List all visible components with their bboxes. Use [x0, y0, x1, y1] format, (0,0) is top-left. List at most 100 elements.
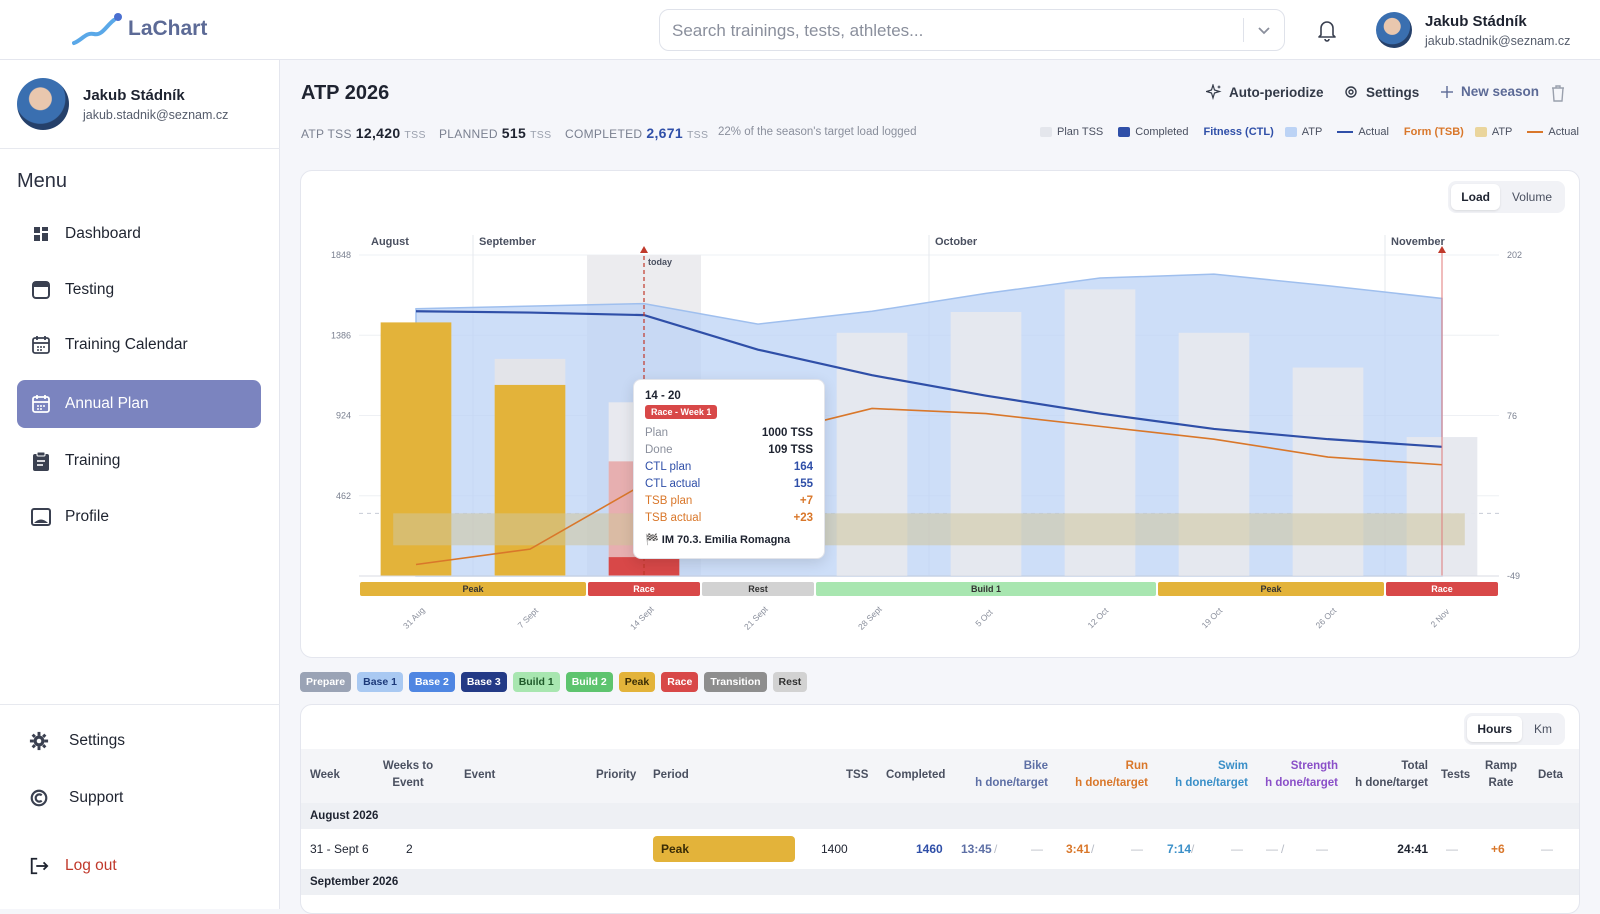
chevron-down-icon[interactable]	[1254, 20, 1274, 40]
col-priority[interactable]: Priority	[596, 769, 637, 781]
col-completed[interactable]: Completed	[886, 769, 946, 781]
toggle-hours[interactable]: Hours	[1467, 716, 1522, 742]
tooltip-row: CTL plan 164	[645, 459, 813, 476]
calendar-icon	[31, 335, 51, 355]
tooltip-row: TSB actual +23	[645, 510, 813, 527]
phase-chip-build-2[interactable]: Build 2	[565, 672, 613, 692]
y-right-tick-label: 202	[1507, 250, 1522, 260]
sidebar-item-training-calendar[interactable]: Training Calendar	[17, 321, 261, 369]
cell-swim-done: 7:14	[1167, 842, 1192, 856]
toggle-load[interactable]: Load	[1451, 184, 1500, 210]
top-bar: LaChart Search trainings, tests, athlete…	[0, 0, 1600, 60]
new-season-button[interactable]: New season	[1440, 84, 1539, 99]
phase-chip-build-1[interactable]: Build 1	[512, 672, 560, 692]
phase-bar-segment	[1386, 582, 1498, 596]
sidebar-item-label: Log out	[65, 857, 117, 874]
phase-chip-transition[interactable]: Transition	[704, 672, 767, 692]
page-title: ATP 2026	[301, 82, 390, 104]
settings-button[interactable]: Settings	[1343, 84, 1419, 100]
sidebar-item-annual-plan[interactable]: Annual Plan	[17, 380, 261, 428]
tsb-atp-band	[393, 513, 1465, 546]
clipboard-icon	[31, 451, 51, 471]
search-input[interactable]: Search trainings, tests, athletes...	[672, 21, 924, 40]
col-event[interactable]: Event	[464, 769, 496, 781]
user-name: Jakub Stádník	[1425, 13, 1527, 30]
cell-total: 24:41	[1397, 842, 1428, 856]
stat-value: 2,671	[646, 125, 683, 141]
weekly-table: Hours Km Week Weeks to Event Event Priori…	[300, 704, 1580, 914]
month-label: August	[371, 236, 409, 248]
cell-completed: 1460	[916, 842, 943, 856]
sidebar-item-profile[interactable]: Profile	[17, 493, 261, 541]
table-row[interactable]: 31 - Sept 6 2 Peak 1400 1460 13:45 / — 3…	[301, 829, 1579, 869]
stat-completed: COMPLETED 2,671 TSS	[565, 125, 708, 141]
col-ramp-rate[interactable]: Ramp Rate	[1481, 758, 1521, 792]
divider	[0, 148, 280, 149]
annual-plan-chart[interactable]: 1848 1386 924 462 202 76 -49 August September Oct…	[301, 171, 1581, 659]
tooltip-row-label: TSB actual	[645, 512, 702, 524]
race-marker-head	[1438, 246, 1446, 253]
col-weeks-to-event[interactable]: Weeks to Event	[373, 758, 443, 792]
tooltip-title: 14 - 20	[645, 390, 681, 402]
stat-label: PLANNED	[439, 127, 498, 141]
phase-chip-rest[interactable]: Rest	[772, 672, 808, 692]
col-tests[interactable]: Tests	[1441, 769, 1471, 781]
phase-chip-peak[interactable]: Peak	[618, 672, 656, 692]
legend-label: ATP	[1301, 126, 1323, 138]
col-swim[interactable]: Swim h done/target	[1156, 758, 1248, 792]
cell-slash: /	[1281, 842, 1285, 856]
sidebar-item-dashboard[interactable]: Dashboard	[17, 210, 261, 258]
trash-icon[interactable]	[1550, 84, 1566, 102]
tooltip-row-value: +7	[799, 495, 813, 507]
app-logo[interactable]: LaChart	[72, 12, 207, 46]
y-tick-label: 1386	[331, 330, 351, 340]
col-details[interactable]: Deta	[1538, 769, 1563, 781]
col-label: Swim	[1217, 760, 1248, 772]
phase-chip-base-1[interactable]: Base 1	[357, 672, 403, 692]
col-total[interactable]: Total h done/target	[1336, 758, 1428, 792]
search-bar[interactable]: Search trainings, tests, athletes...	[659, 9, 1285, 51]
sidebar-item-testing[interactable]: Testing	[17, 266, 261, 314]
bell-icon[interactable]	[1315, 17, 1339, 43]
season-progress-note: 22% of the season's target load logged	[718, 126, 917, 138]
toggle-km[interactable]: Km	[1534, 722, 1552, 736]
phase-chip-prepare[interactable]: Prepare	[300, 672, 352, 692]
sidebar-item-logout[interactable]: Log out	[17, 842, 261, 890]
tooltip-row-label: CTL plan	[645, 461, 692, 473]
sidebar-item-support[interactable]: Support	[17, 774, 261, 822]
sidebar-item-label: Profile	[65, 508, 109, 525]
col-sub: h done/target	[1175, 777, 1248, 789]
phase-bar-label: Race	[633, 584, 655, 594]
stat-unit: TSS	[404, 129, 426, 141]
tooltip-row-value: +23	[793, 512, 813, 524]
sidebar-item-training[interactable]: Training	[17, 437, 261, 485]
tooltip-row-label: Done	[645, 444, 673, 456]
cell-ramp-rate: +6	[1491, 842, 1505, 856]
y-tick-label: 1848	[331, 250, 351, 260]
sidebar-item-settings[interactable]: Settings	[17, 717, 261, 765]
x-tick-label: 7 Sept	[516, 605, 541, 630]
phase-chip-race[interactable]: Race	[661, 672, 699, 692]
col-label: Bike	[1023, 760, 1048, 772]
avatar[interactable]	[1376, 12, 1412, 48]
completed-bar	[494, 384, 566, 576]
phase-chip-base-3[interactable]: Base 3	[460, 672, 507, 692]
month-label: September	[479, 236, 537, 248]
col-bike[interactable]: Bike h done/target	[956, 758, 1048, 792]
toggle-volume[interactable]: Volume	[1511, 190, 1552, 204]
sidebar-avatar[interactable]	[17, 78, 69, 130]
phase-chip-base-2[interactable]: Base 2	[408, 672, 455, 692]
auto-periodize-button[interactable]: Auto-periodize	[1206, 84, 1324, 100]
col-label: Weeks to	[382, 760, 434, 772]
hours-km-toggle: Hours Km	[1464, 713, 1565, 745]
chart-legend: Plan TSS Completed Fitness (CTL) ATP Act…	[1040, 126, 1579, 138]
cell-period-pill[interactable]: Peak	[653, 836, 795, 862]
sidebar-item-label: Dashboard	[65, 225, 141, 242]
col-period[interactable]: Period	[653, 769, 689, 781]
col-run[interactable]: Run h done/target	[1056, 758, 1148, 792]
col-strength[interactable]: Strength h done/target	[1246, 758, 1338, 792]
col-week[interactable]: Week	[310, 769, 340, 781]
col-tss[interactable]: TSS	[846, 769, 869, 781]
legend-label: Plan TSS	[1057, 126, 1104, 138]
